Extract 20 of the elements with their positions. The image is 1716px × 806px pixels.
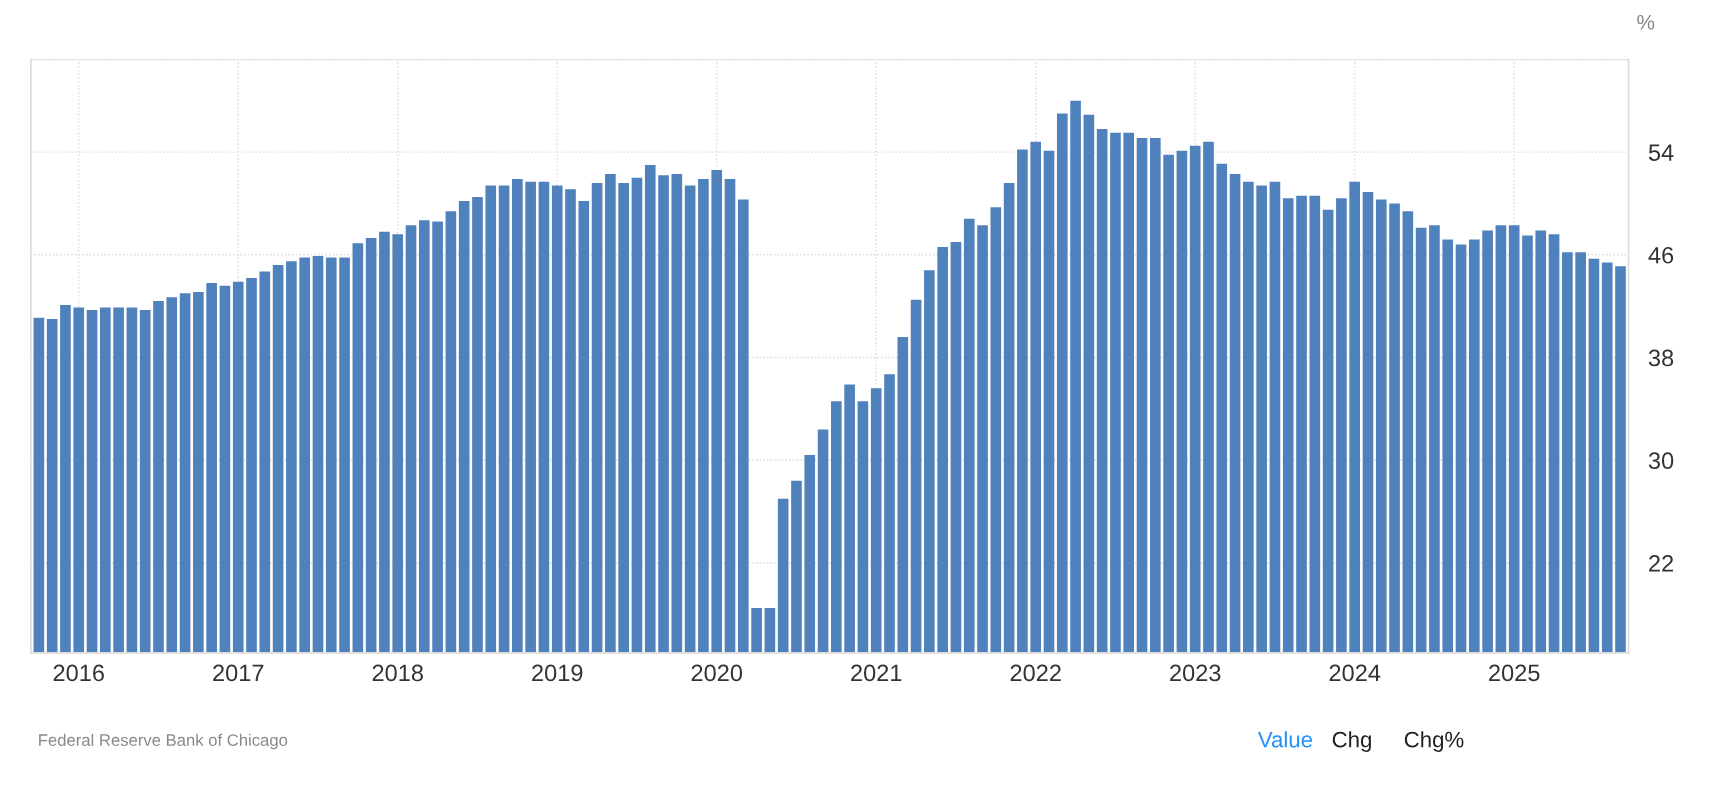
- y-tick-label: 54: [1648, 144, 1674, 161]
- x-tick-label: 2022: [1010, 664, 1061, 682]
- x-tick-label: 2016: [53, 664, 104, 682]
- x-tick-label: 2020: [691, 664, 743, 682]
- y-tick-label: 38: [1648, 349, 1674, 367]
- y-tick-label: 30: [1648, 452, 1674, 470]
- x-tick-label: 2023: [1170, 664, 1221, 682]
- x-tick-label: 2024: [1329, 664, 1381, 682]
- x-tick-label: 2018: [372, 664, 423, 682]
- text: Value: [1257, 731, 1313, 748]
- text: Chg%: [1404, 731, 1464, 752]
- x-tick-label: 2021: [851, 664, 902, 682]
- text: Chg: [1332, 731, 1371, 752]
- x-tick-label: 2017: [213, 664, 264, 682]
- x-tick-label: 2019: [532, 664, 583, 682]
- y-tick-label: 46: [1648, 246, 1674, 264]
- x-tick-label: 2025: [1489, 664, 1540, 682]
- y-tick-label: 22: [1649, 555, 1674, 572]
- text: Federal Reserve Bank of Chicago: [39, 733, 288, 750]
- y-axis-title: %: [1637, 14, 1655, 30]
